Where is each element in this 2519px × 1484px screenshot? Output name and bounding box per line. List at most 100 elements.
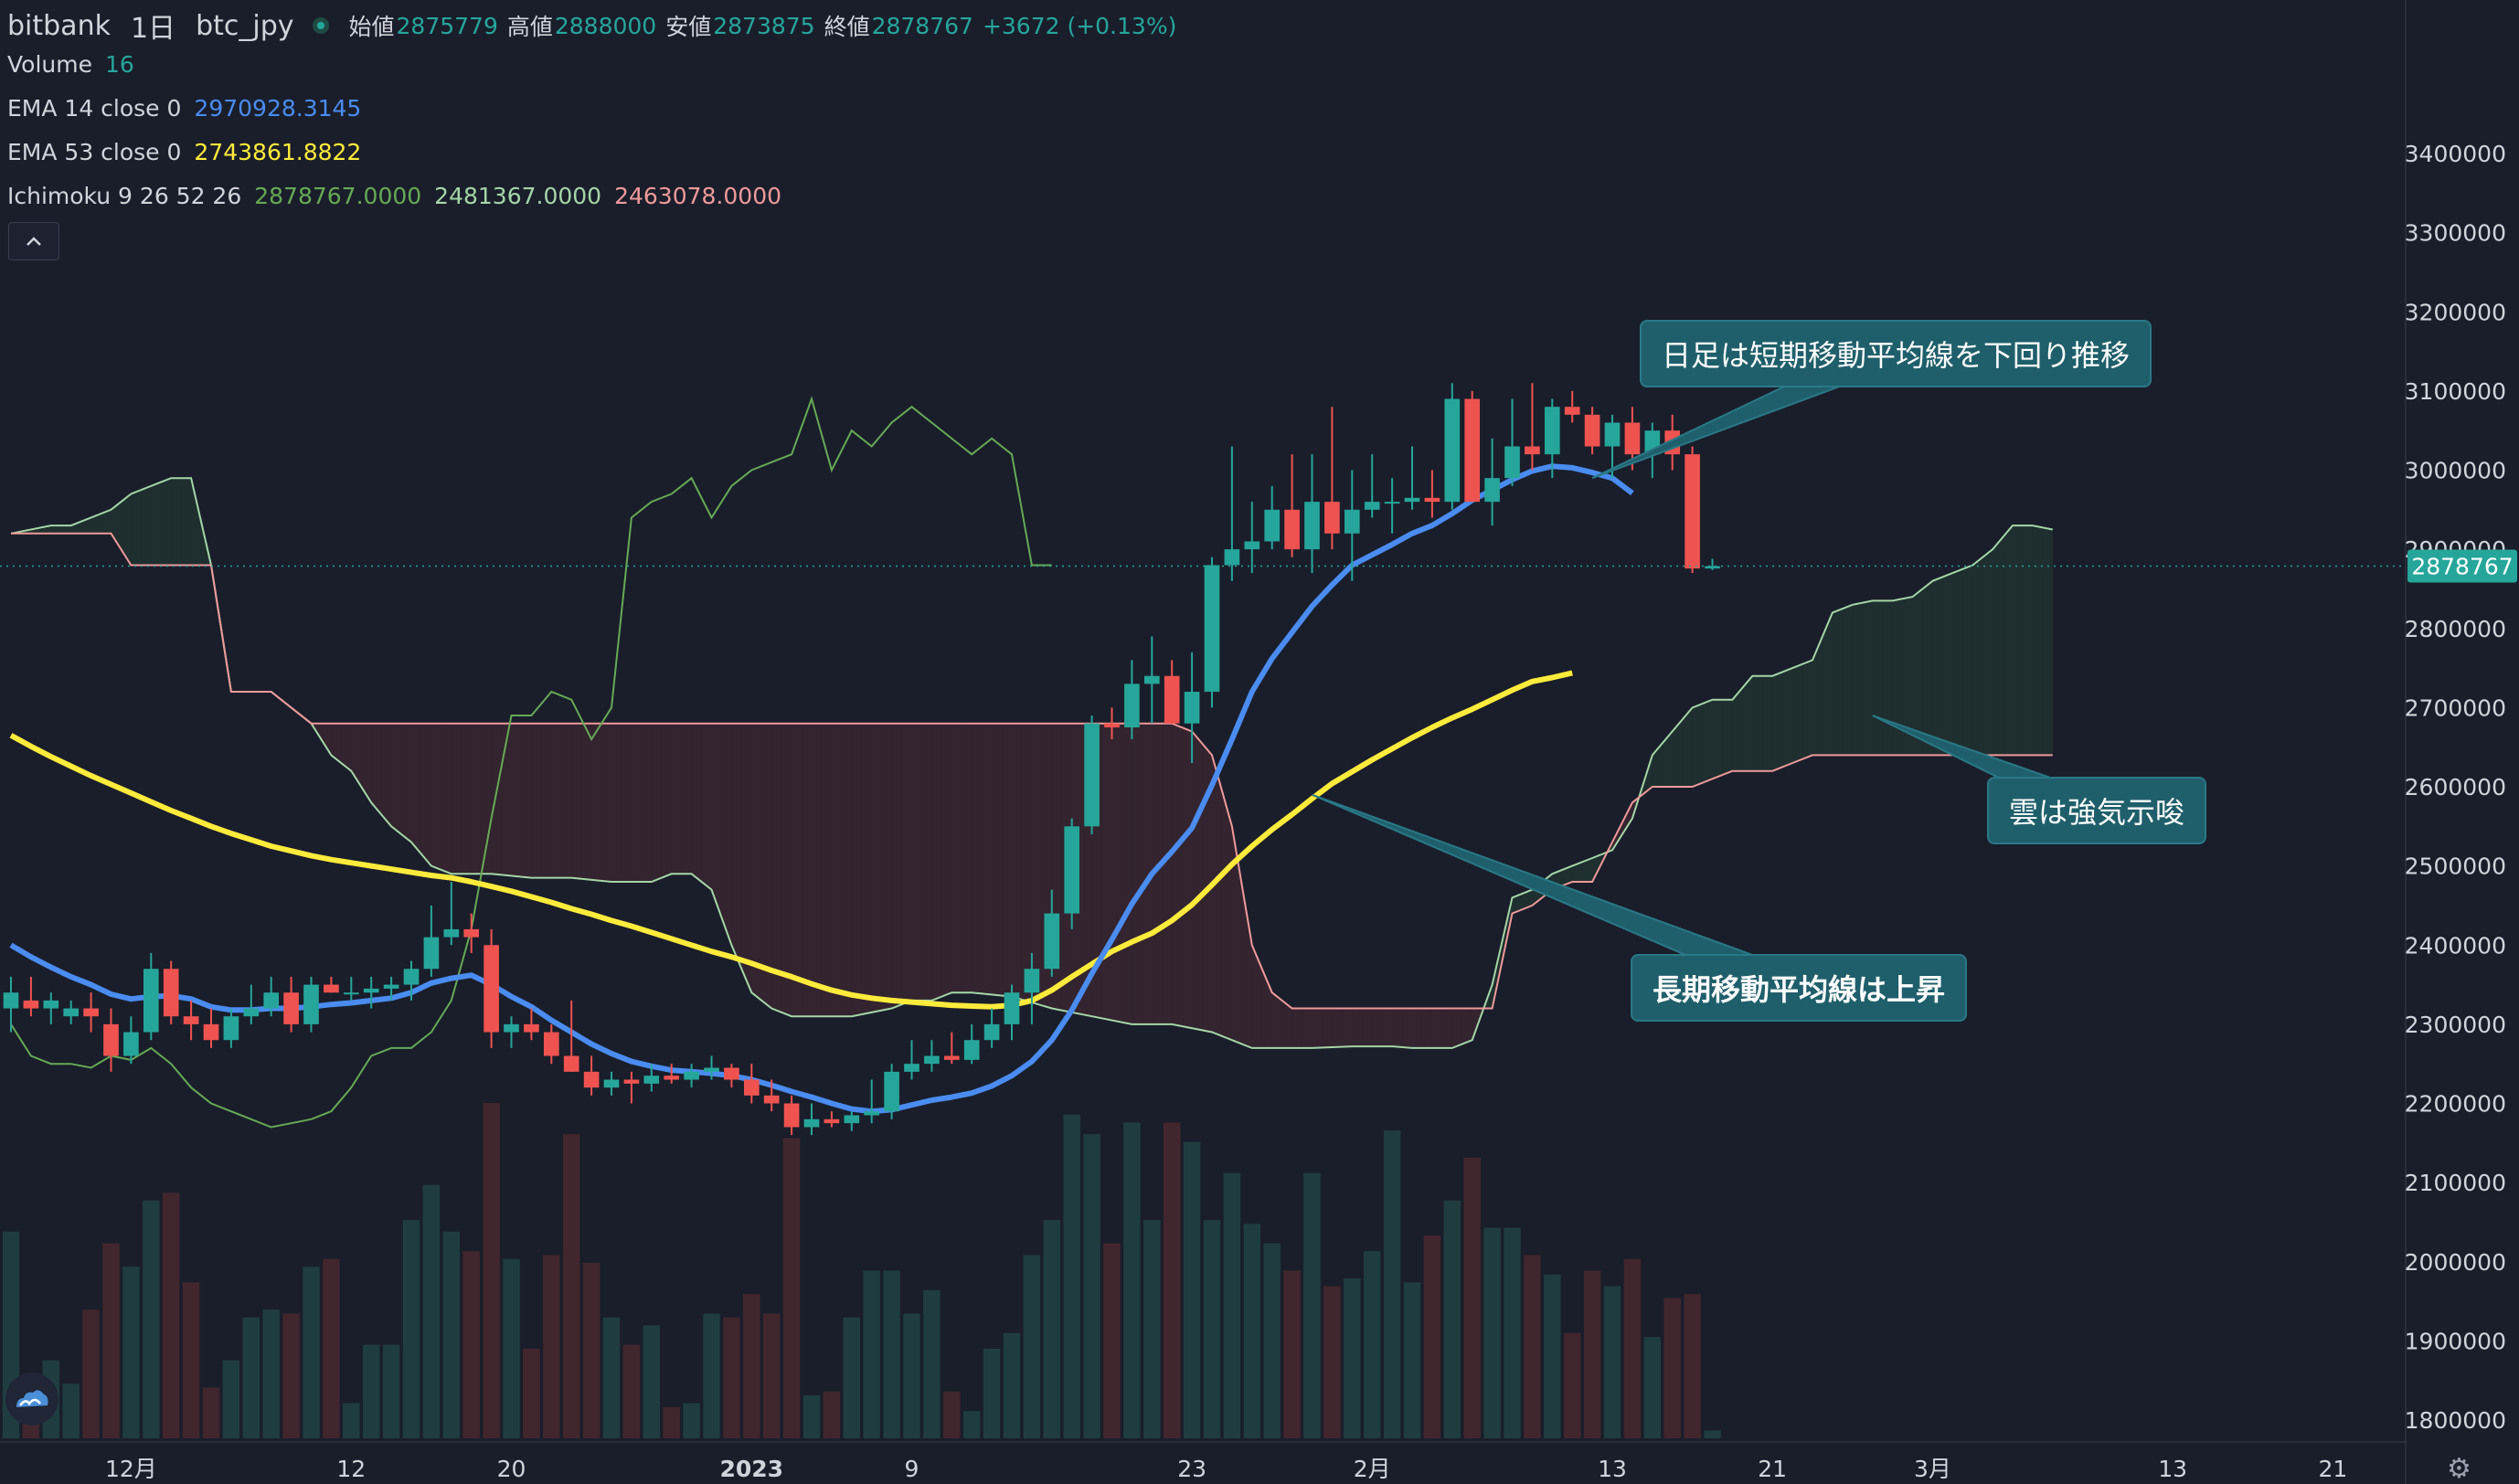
candle-body[interactable] (123, 1032, 139, 1056)
candle-body[interactable] (1004, 992, 1020, 1024)
candle-body[interactable] (303, 984, 319, 1024)
candle-body[interactable] (583, 1071, 600, 1088)
candle-body[interactable] (324, 984, 339, 993)
candle-body[interactable] (1344, 509, 1360, 534)
candle-body[interactable] (1604, 422, 1621, 447)
candle-body[interactable] (383, 984, 399, 989)
candle-body[interactable] (1164, 675, 1180, 724)
time-axis-labels[interactable]: 12月 12 20 2023 9 23 2月 13 21 3月 13 21 (105, 1456, 2347, 1482)
candle-body[interactable] (1404, 497, 1420, 503)
candle-body[interactable] (343, 992, 359, 995)
candle-body[interactable] (1525, 446, 1540, 455)
candle-body[interactable] (924, 1055, 940, 1065)
candle-body[interactable] (1244, 541, 1260, 550)
candle-body[interactable] (1024, 969, 1040, 993)
candle-body[interactable] (423, 937, 440, 970)
candle-body[interactable] (1084, 723, 1100, 827)
candle-body[interactable] (664, 1076, 680, 1080)
candle-body[interactable] (484, 945, 499, 1033)
candle-body[interactable] (1324, 502, 1340, 534)
candle-body[interactable] (864, 1111, 880, 1116)
symbol-name[interactable]: btc_jpy (196, 9, 294, 42)
candle-body[interactable] (1064, 826, 1080, 914)
candle-body[interactable] (1424, 497, 1440, 503)
candle-body[interactable] (824, 1118, 840, 1124)
callout-cloud[interactable]: 雲は強気示唆 (1987, 777, 2207, 844)
candle-body[interactable] (623, 1079, 640, 1084)
candle-body[interactable] (183, 1016, 199, 1024)
candle-body[interactable] (743, 1079, 760, 1096)
candle-body[interactable] (83, 1008, 99, 1017)
candle-body[interactable] (283, 992, 299, 1024)
candle-body[interactable] (563, 1055, 579, 1072)
candle-body[interactable] (1044, 913, 1060, 970)
exchange-name[interactable]: bitbank (7, 9, 111, 42)
tradingview-logo[interactable] (5, 1373, 58, 1426)
ema14-legend[interactable]: EMA 14 close 0 2970928.3145 (7, 95, 374, 122)
candle-body[interactable] (363, 988, 379, 993)
candle-body[interactable] (1304, 502, 1320, 550)
interval-label[interactable]: 1日 (130, 13, 176, 45)
candle-body[interactable] (983, 1023, 1000, 1041)
candle-body[interactable] (803, 1118, 820, 1128)
candle-body[interactable] (1184, 692, 1200, 724)
candle-body[interactable] (23, 1000, 39, 1009)
candle-body[interactable] (43, 1000, 59, 1009)
candle-body[interactable] (1284, 509, 1300, 550)
settings-gear-icon[interactable]: ⚙ (2447, 1453, 2471, 1484)
candle-body[interactable] (63, 1008, 80, 1017)
candle-body[interactable] (1224, 549, 1240, 566)
candle-body[interactable] (963, 1040, 980, 1060)
callout-long-ma[interactable]: 長期移動平均線は上昇 (1631, 954, 1968, 1022)
candle-body[interactable] (1104, 723, 1120, 728)
candle-body[interactable] (223, 1016, 239, 1041)
candle-body[interactable] (524, 1023, 539, 1033)
candle-body[interactable] (724, 1067, 739, 1080)
callout-short-ma[interactable]: 日足は短期移動平均線を下回り推移 (1640, 320, 2152, 387)
candle-body[interactable] (783, 1103, 800, 1128)
candle-body[interactable] (1264, 509, 1281, 542)
candle-body[interactable] (763, 1095, 780, 1104)
candle-body[interactable] (103, 1023, 119, 1056)
candle-body[interactable] (1564, 407, 1580, 415)
candle-body[interactable] (904, 1064, 919, 1072)
candle-body[interactable] (943, 1055, 960, 1060)
candle-body[interactable] (1364, 502, 1380, 510)
candle-body[interactable] (143, 969, 159, 1033)
candle-body[interactable] (844, 1115, 860, 1124)
collapse-legend-button[interactable] (8, 222, 59, 260)
candle-body[interactable] (163, 969, 179, 1017)
candle-body[interactable] (1444, 398, 1461, 503)
candle-body[interactable] (704, 1067, 719, 1072)
candle-body[interactable] (263, 992, 280, 1009)
candle-body[interactable] (243, 1008, 260, 1017)
candle-body[interactable] (884, 1071, 899, 1112)
volume-legend[interactable]: Volume 16 (7, 51, 147, 78)
candle-body[interactable] (1384, 502, 1400, 504)
candle-body[interactable] (504, 1023, 519, 1033)
candle-body[interactable] (1484, 478, 1500, 503)
candle-body[interactable] (403, 969, 420, 985)
candle-body[interactable] (1143, 675, 1160, 684)
candle-body[interactable] (1624, 422, 1641, 455)
candle-body[interactable] (1124, 684, 1140, 728)
candle-body[interactable] (603, 1079, 620, 1088)
candle-body[interactable] (643, 1076, 660, 1084)
candle-body[interactable] (543, 1032, 559, 1056)
candle-body[interactable] (1685, 454, 1700, 569)
candle-body[interactable] (1504, 446, 1520, 479)
ema53-legend[interactable]: EMA 53 close 0 2743861.8822 (7, 139, 374, 165)
candle-body[interactable] (1464, 398, 1481, 503)
price-axis-background[interactable] (2406, 0, 2519, 1484)
ichimoku-legend[interactable]: Ichimoku 9 26 52 26 2878767.0000 2481367… (7, 183, 794, 209)
candle-body[interactable] (203, 1023, 219, 1041)
candle-body[interactable] (1204, 565, 1220, 693)
candle-body[interactable] (3, 992, 19, 1009)
candle-body[interactable] (443, 928, 460, 938)
candle-body[interactable] (1584, 414, 1600, 447)
candle-body[interactable] (1705, 566, 1720, 569)
candle-body[interactable] (463, 928, 480, 938)
candle-body[interactable] (684, 1071, 699, 1080)
candle-body[interactable] (1544, 407, 1560, 455)
